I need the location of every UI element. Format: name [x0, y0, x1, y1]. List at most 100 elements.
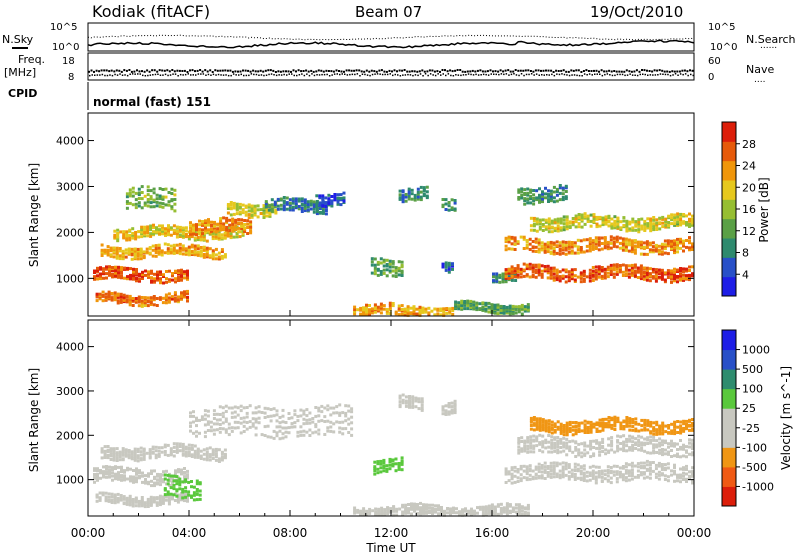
echo-cell — [603, 274, 607, 278]
echo-cell — [164, 195, 168, 199]
echo-cell — [679, 222, 683, 226]
echo-cell — [130, 457, 134, 461]
freq-dot — [285, 70, 287, 73]
echo-cell — [115, 254, 119, 258]
echo-cell — [427, 311, 431, 315]
echo-cell — [126, 477, 129, 481]
echo-cell — [649, 451, 653, 455]
echo-cell — [164, 295, 168, 299]
echo-cell — [535, 444, 539, 448]
echo-cell — [496, 305, 500, 309]
echo-cell — [586, 444, 590, 448]
nave-dot — [662, 73, 664, 75]
echo-cell — [230, 426, 234, 430]
echo-cell — [93, 468, 96, 472]
echo-cell — [537, 268, 541, 272]
echo-cell — [579, 250, 583, 254]
echo-cell — [149, 195, 153, 199]
echo-cell — [673, 275, 676, 279]
echo-cell — [529, 216, 533, 220]
echo-cell — [262, 204, 266, 208]
freq-dot — [383, 70, 386, 73]
echo-cell — [544, 220, 548, 224]
echo-cell — [463, 303, 467, 307]
echo-cell — [228, 229, 232, 233]
echo-cell — [373, 263, 377, 267]
echo-cell — [642, 252, 646, 256]
echo-cell — [127, 456, 131, 460]
echo-cell — [219, 219, 223, 223]
nave-dot — [452, 75, 455, 77]
echo-cell — [547, 198, 550, 202]
echo-cell — [300, 197, 304, 201]
echo-cell — [540, 464, 544, 467]
echo-cell — [582, 272, 586, 276]
echo-cell — [93, 277, 96, 281]
nave-dot — [258, 74, 260, 76]
nave-dot — [268, 73, 270, 76]
freq-dot — [307, 70, 310, 73]
freq-dot — [95, 69, 98, 72]
echo-cell — [159, 279, 162, 283]
echo-cell — [329, 425, 333, 429]
echo-cell — [492, 274, 495, 278]
echo-cell — [208, 247, 212, 251]
nave-dot — [644, 73, 646, 76]
echo-cell — [595, 222, 599, 226]
echo-cell — [508, 311, 512, 315]
nave-dot — [437, 73, 439, 75]
echo-cell — [128, 299, 132, 303]
echo-cell — [441, 405, 445, 409]
echo-cell — [158, 498, 162, 502]
echo-cell — [214, 257, 218, 261]
echo-cell — [510, 481, 514, 485]
echo-cell — [630, 243, 634, 247]
echo-cell — [606, 245, 610, 249]
echo-cell — [666, 239, 670, 243]
echo-cell — [558, 252, 562, 256]
echo-cell — [237, 226, 241, 230]
echo-cell — [655, 228, 659, 231]
echo-cell — [326, 408, 330, 412]
echo-cell — [612, 265, 616, 269]
echo-cell — [556, 442, 560, 446]
echo-cell — [272, 414, 276, 418]
echo-cell — [531, 273, 535, 277]
echo-cell — [532, 428, 536, 432]
echo-cell — [661, 453, 664, 457]
echo-cell — [100, 243, 104, 247]
echo-cell — [574, 448, 578, 452]
echo-cell — [181, 230, 185, 234]
echo-cell — [156, 278, 159, 282]
echo-cell — [143, 228, 147, 232]
velocity-colorbar-frame — [721, 329, 737, 507]
echo-cell — [151, 254, 155, 258]
echo-cell — [95, 299, 99, 303]
echo-cell — [633, 239, 637, 243]
echo-cell — [552, 185, 556, 189]
echo-cell — [622, 449, 626, 453]
echo-cell — [642, 465, 646, 468]
echo-cell — [648, 248, 652, 252]
echo-cell — [180, 278, 183, 282]
echo-cell — [398, 196, 402, 200]
echo-cell — [616, 449, 620, 453]
echo-cell — [166, 443, 170, 447]
echo-cell — [495, 274, 499, 278]
echo-cell — [167, 224, 170, 228]
echo-cell — [103, 250, 107, 254]
echo-cell — [376, 273, 380, 277]
echo-cell — [511, 304, 515, 308]
echo-cell — [577, 213, 581, 216]
echo-cell — [106, 445, 110, 448]
echo-cell — [257, 405, 261, 409]
echo-cell — [691, 214, 694, 218]
echo-cell — [356, 510, 360, 514]
echo-cell — [466, 301, 470, 305]
echo-cell — [661, 431, 665, 435]
echo-cell — [172, 487, 176, 491]
echo-cell — [400, 456, 404, 460]
range-tick-label: 2000 — [56, 429, 84, 442]
nave-dot — [528, 73, 530, 76]
echo-cell — [220, 458, 224, 462]
